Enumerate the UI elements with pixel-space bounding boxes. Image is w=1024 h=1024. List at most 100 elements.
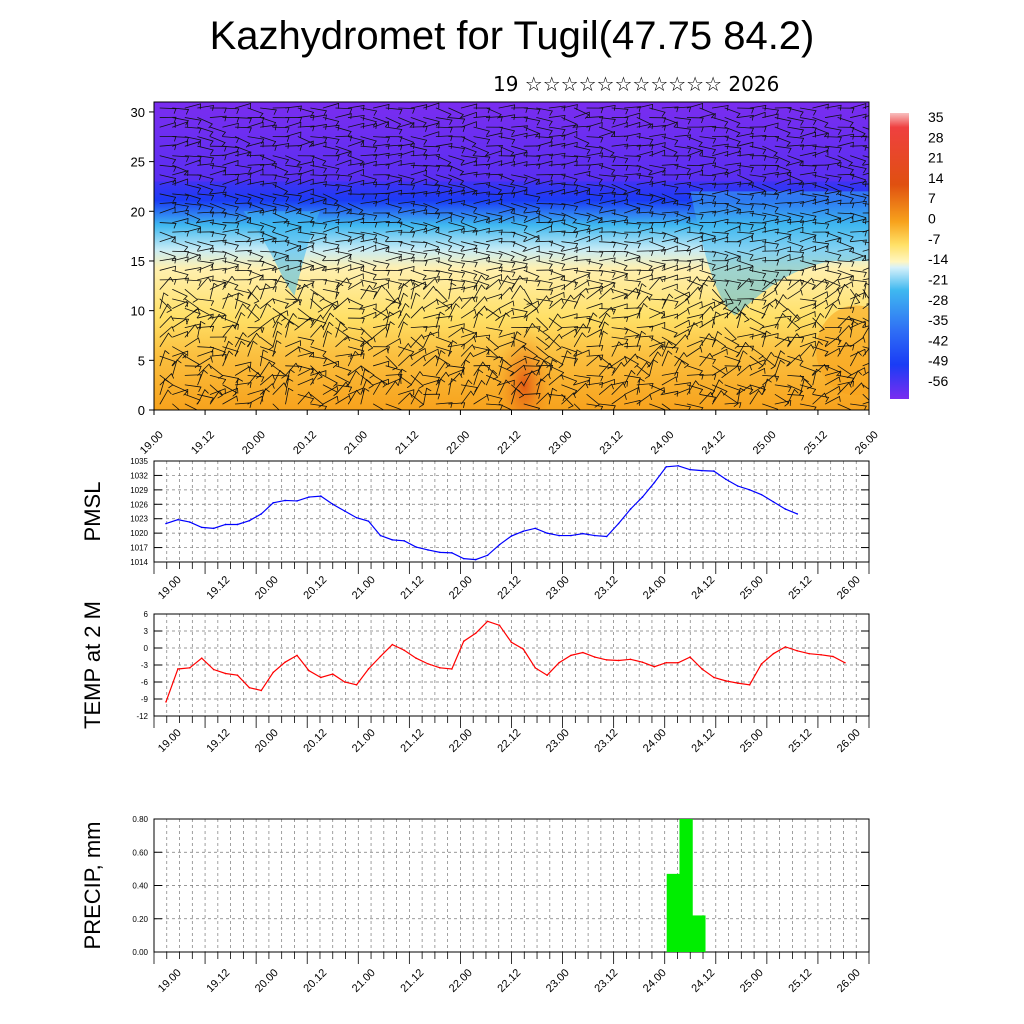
wind-barb — [222, 293, 229, 309]
wind-barb-flag — [259, 256, 264, 262]
wind-barb-flag — [472, 344, 476, 350]
wind-barb-flag — [848, 382, 852, 388]
wind-barb-flag — [523, 345, 526, 351]
wind-barb — [686, 136, 703, 143]
wind-barb-flag — [766, 378, 772, 383]
wind-barb — [611, 342, 628, 348]
temp2m-data-point — [808, 652, 810, 655]
wind-barb — [485, 369, 494, 386]
wind-barb-flag — [848, 162, 853, 167]
wind-barb — [598, 308, 616, 310]
wind-barb-flag — [550, 364, 554, 371]
wind-barb-flag — [292, 313, 297, 318]
wind-barb — [511, 203, 528, 209]
wind-barb — [573, 273, 590, 281]
wind-barb — [485, 229, 503, 233]
wind-barb-flag — [600, 185, 604, 192]
wind-barb — [774, 315, 792, 319]
wind-barb — [184, 355, 200, 365]
wind-barb-flag — [613, 219, 616, 226]
wind-barb — [724, 145, 742, 149]
wind-barb — [674, 241, 691, 248]
wind-barb — [360, 327, 373, 340]
wind-barb — [737, 308, 750, 321]
wind-barb — [184, 193, 201, 200]
pmsl-data-point — [736, 485, 739, 487]
wind-barb-flag — [362, 317, 365, 324]
wind-barb — [561, 313, 578, 319]
wind-barb — [699, 107, 715, 115]
wind-barb-flag — [493, 357, 499, 361]
wind-barb — [410, 389, 419, 405]
wind-barb — [347, 105, 365, 109]
wind-barb — [724, 225, 741, 233]
wind-barb — [624, 400, 641, 405]
temp2m-data-point — [784, 646, 787, 648]
wind-barb — [222, 193, 239, 200]
wind-barb — [573, 246, 591, 252]
wind-barb — [272, 203, 290, 208]
wind-barb-flag — [285, 178, 289, 184]
wind-barb — [837, 403, 853, 410]
wind-barb-flag — [563, 105, 566, 112]
wind-barb — [536, 212, 552, 220]
temp2m-data-point — [772, 652, 775, 655]
wind-barb-flag — [671, 413, 675, 416]
wind-barb — [598, 312, 607, 329]
temp2m-data-point — [617, 659, 620, 662]
wind-barb-flag — [264, 388, 270, 393]
wind-barb-flag — [478, 369, 484, 374]
wind-barb — [699, 125, 717, 128]
wind-barb-flag — [422, 275, 427, 281]
wind-barb-flag — [174, 202, 177, 208]
cross-section-x-tick-label: 20.00 — [240, 429, 268, 457]
wind-barb — [787, 182, 805, 185]
wind-barb — [536, 360, 544, 376]
wind-barb — [824, 299, 839, 309]
wind-barb-flag — [750, 204, 754, 210]
wind-barb-flag — [174, 279, 177, 285]
wind-barb-flag — [832, 303, 837, 309]
wind-barb-flag — [839, 199, 842, 206]
wind-barb-flag — [599, 206, 603, 212]
pmsl-data-point — [415, 546, 417, 548]
wind-barb — [322, 241, 340, 246]
wind-barb-flag — [630, 370, 636, 375]
wind-barb — [699, 318, 714, 329]
wind-barb — [197, 321, 202, 338]
wind-barb — [850, 370, 859, 386]
wind-barb-flag — [793, 389, 799, 394]
precip-x-tick-label: 24.00 — [641, 967, 669, 995]
wind-barb-flag — [354, 350, 360, 356]
wind-barb-flag — [786, 132, 791, 138]
wind-barb — [611, 199, 628, 204]
wind-barb — [473, 163, 491, 166]
wind-barb — [234, 303, 244, 319]
wind-barb — [209, 222, 227, 226]
wind-barb-flag — [356, 389, 361, 395]
wind-barb — [322, 298, 338, 307]
wind-barb-flag — [600, 406, 604, 410]
wind-barb — [787, 256, 804, 262]
wind-barb — [837, 275, 854, 281]
wind-barb-flag — [563, 173, 566, 180]
temp2m-data-point — [189, 667, 191, 669]
wind-barb — [573, 189, 591, 195]
wind-barb-flag — [563, 219, 566, 226]
wind-barb — [787, 174, 803, 182]
wind-barb — [824, 217, 842, 223]
temp2m-y-tick-label: 3 — [144, 627, 149, 636]
wind-barb-flag — [814, 144, 817, 151]
temp2m-data-point — [796, 650, 799, 652]
wind-barb — [523, 245, 540, 252]
wind-barb — [448, 286, 465, 290]
wind-barb — [435, 155, 452, 163]
wind-barb-flag — [845, 342, 850, 347]
wind-barb — [222, 250, 238, 258]
wind-barb — [699, 113, 716, 118]
pmsl-x-tick-label: 23.00 — [544, 574, 572, 602]
cross-section-x-tick-label: 22.12 — [495, 429, 523, 457]
wind-barb — [624, 203, 641, 209]
wind-barb-flag — [788, 147, 792, 154]
